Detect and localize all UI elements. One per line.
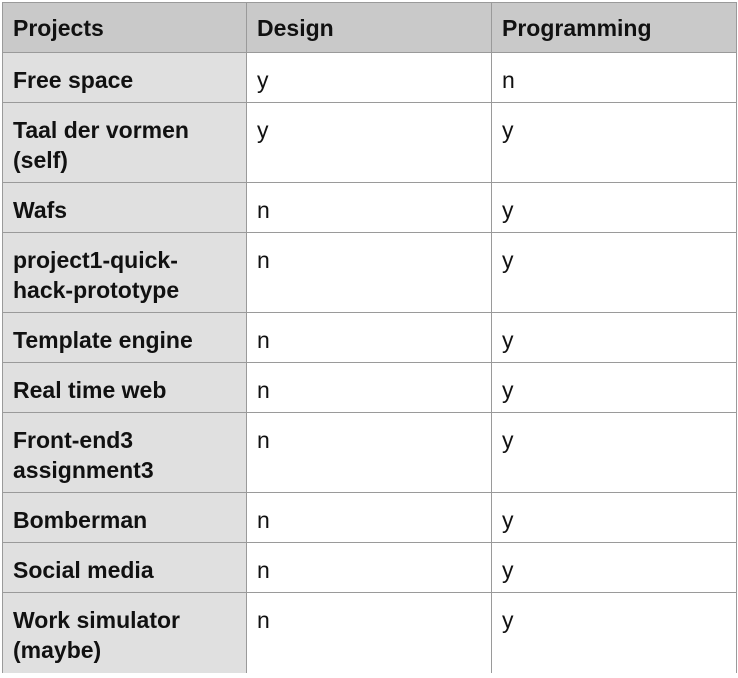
programming-cell[interactable]: y	[491, 362, 737, 413]
table-row: Wafs n y	[2, 182, 737, 233]
table-row: Template engine n y	[2, 312, 737, 363]
design-cell[interactable]: y	[246, 52, 492, 103]
programming-cell[interactable]: y	[491, 492, 737, 543]
header-projects: Projects	[2, 2, 247, 53]
table-row: Bomberman n y	[2, 492, 737, 543]
programming-cell[interactable]: y	[491, 592, 737, 673]
design-cell[interactable]: n	[246, 362, 492, 413]
header-design: Design	[246, 2, 492, 53]
project-cell[interactable]: Social media	[2, 542, 247, 593]
programming-cell[interactable]: y	[491, 312, 737, 363]
programming-cell[interactable]: y	[491, 542, 737, 593]
table-header-row: Projects Design Programming	[2, 2, 737, 53]
table-row: Work simulator (maybe) n y	[2, 592, 737, 673]
design-cell[interactable]: n	[246, 412, 492, 493]
design-cell[interactable]: n	[246, 492, 492, 543]
table-row: Taal der vormen (self) y y	[2, 102, 737, 183]
project-cell[interactable]: Bomberman	[2, 492, 247, 543]
project-cell[interactable]: project1-quick-hack-prototype	[2, 232, 247, 313]
programming-cell[interactable]: y	[491, 232, 737, 313]
table-row: Free space y n	[2, 52, 737, 103]
programming-cell[interactable]: y	[491, 412, 737, 493]
project-cell[interactable]: Front-end3 assignment3	[2, 412, 247, 493]
table-row: Front-end3 assignment3 n y	[2, 412, 737, 493]
project-cell[interactable]: Work simulator (maybe)	[2, 592, 247, 673]
design-cell[interactable]: n	[246, 592, 492, 673]
header-programming: Programming	[491, 2, 737, 53]
programming-cell[interactable]: n	[491, 52, 737, 103]
design-cell[interactable]: n	[246, 182, 492, 233]
design-cell[interactable]: n	[246, 312, 492, 363]
project-cell[interactable]: Taal der vormen (self)	[2, 102, 247, 183]
project-cell[interactable]: Template engine	[2, 312, 247, 363]
table-row: Real time web n y	[2, 362, 737, 413]
table-row: Social media n y	[2, 542, 737, 593]
design-cell[interactable]: n	[246, 542, 492, 593]
table-row: project1-quick-hack-prototype n y	[2, 232, 737, 313]
design-cell[interactable]: n	[246, 232, 492, 313]
project-cell[interactable]: Free space	[2, 52, 247, 103]
project-cell[interactable]: Real time web	[2, 362, 247, 413]
programming-cell[interactable]: y	[491, 182, 737, 233]
design-cell[interactable]: y	[246, 102, 492, 183]
project-cell[interactable]: Wafs	[2, 182, 247, 233]
programming-cell[interactable]: y	[491, 102, 737, 183]
